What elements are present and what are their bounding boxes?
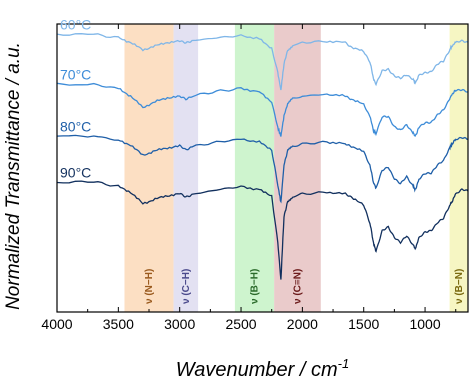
band-label-1: ν (C−H) [181, 269, 192, 304]
y-axis-title: Normalized Transmittance / a.u. [3, 42, 24, 310]
band-label-4: ν (B−N) [454, 269, 465, 304]
band-0 [124, 24, 174, 312]
series-label-1: 70°C [60, 66, 91, 82]
band-4 [449, 24, 468, 312]
x-tick-label-0: 4000 [41, 316, 72, 332]
x-tick-label-5: 1500 [348, 316, 379, 332]
band-label-3: ν (C≡N) [292, 269, 303, 304]
labels-layer: ν (N−H) ν (C−H) ν (B−H) ν (C≡N) ν (B−N) 60°C 7… [60, 16, 465, 304]
series-line-1 [57, 82, 468, 137]
x-axis-title-superscript: -1 [338, 356, 350, 371]
band-2 [234, 24, 275, 312]
x-tick-label-6: 1000 [409, 316, 440, 332]
x-axis-title-main: Wavenumber / cm [176, 359, 338, 381]
series-line-3 [57, 180, 468, 280]
x-axis-title: Wavenumber / cm-1 [176, 356, 349, 381]
series-line-0 [57, 33, 468, 91]
series-label-3: 90°C [60, 164, 91, 180]
x-tick-label-1: 3500 [103, 316, 134, 332]
band-label-2: ν (B−H) [250, 269, 261, 304]
series-label-2: 80°C [60, 118, 91, 134]
series-line-2 [57, 134, 468, 204]
x-tick-label-3: 2500 [225, 316, 256, 332]
plot-frame [56, 23, 469, 313]
ticks-layer: 4000 3500 3000 2500 2000 1500 1000 [41, 24, 457, 332]
series-layer [57, 33, 468, 280]
band-label-0: ν (N−H) [144, 269, 155, 304]
series-label-0: 60°C [60, 16, 91, 32]
x-tick-label-4: 2000 [287, 316, 318, 332]
band-1 [173, 24, 199, 312]
x-tick-label-2: 3000 [164, 316, 195, 332]
